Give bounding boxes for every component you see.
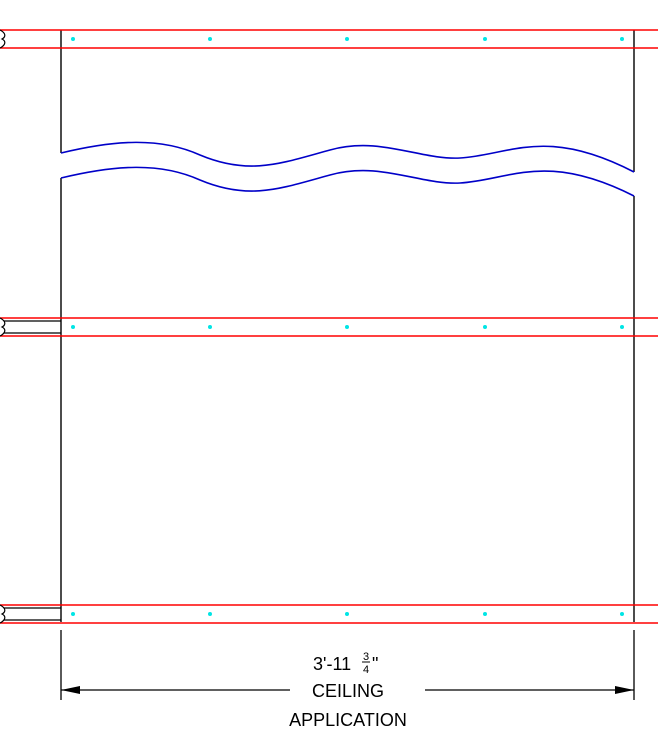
fastener (620, 37, 624, 41)
dimension-inch-mark: " (372, 654, 378, 674)
fastener (345, 325, 349, 329)
channel-end-break (0, 604, 6, 624)
fastener (483, 612, 487, 616)
channel-end-break (0, 29, 6, 49)
break-line-upper (60, 141, 635, 173)
fastener (208, 612, 212, 616)
channel-end-break (0, 317, 6, 337)
dimension-fraction-denominator: 4 (363, 664, 369, 676)
dimension-value: 3'-11 (313, 654, 351, 674)
fastener (483, 325, 487, 329)
fastener (208, 37, 212, 41)
fastener (345, 612, 349, 616)
fastener (71, 37, 75, 41)
furring-channel-1 (0, 29, 658, 49)
fastener (345, 37, 349, 41)
dimension (60, 630, 635, 700)
fastener (620, 325, 624, 329)
furring-channel-3 (0, 604, 658, 624)
panel-outline (60, 30, 635, 622)
break-line-lower (60, 166, 635, 197)
fastener (71, 612, 75, 616)
fastener (483, 37, 487, 41)
dimension-arrow-left (61, 686, 80, 694)
fastener (71, 325, 75, 329)
break-line (60, 141, 635, 197)
dimension-label-line1: CEILING (312, 681, 384, 701)
fastener (208, 325, 212, 329)
dimension-text: 3'-11 3 4 " CEILING APPLICATION (289, 651, 407, 730)
dimension-label-line2: APPLICATION (289, 710, 407, 730)
dimension-fraction-numerator: 3 (363, 651, 369, 663)
dimension-arrow-right (615, 686, 634, 694)
furring-channel-2 (0, 317, 658, 337)
fastener (620, 612, 624, 616)
